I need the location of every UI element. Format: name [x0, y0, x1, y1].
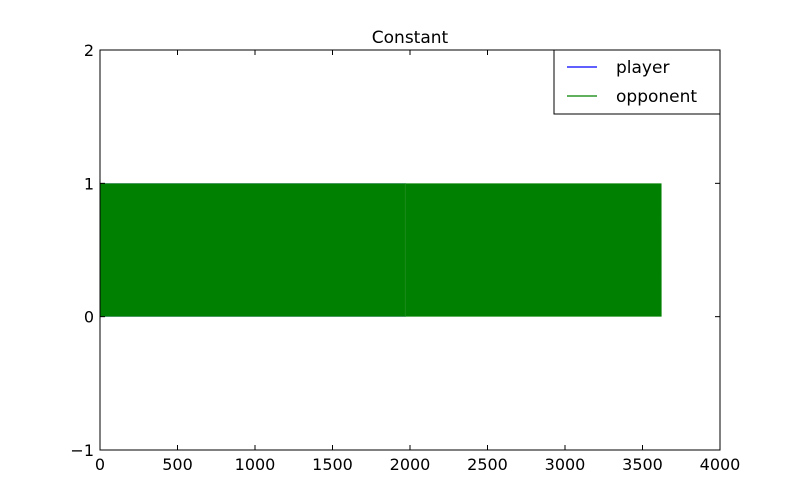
y-tick-label: 0 [84, 308, 94, 327]
series-line-opponent [99, 183, 662, 317]
x-tick-label: 500 [162, 455, 193, 474]
y-tick-label: 1 [84, 174, 94, 193]
y-tick-label: −1 [70, 441, 94, 460]
x-tick-label: 3000 [545, 455, 586, 474]
x-tick-label: 4000 [700, 455, 741, 474]
x-tick-label: 3500 [622, 455, 663, 474]
x-tick-label: 1500 [312, 455, 353, 474]
y-tick-label: 2 [84, 41, 94, 60]
legend-box [553, 49, 721, 115]
legend-label-opponent: opponent [616, 87, 697, 107]
x-tick-label: 2500 [467, 455, 508, 474]
plot-area [99, 183, 662, 317]
x-tick-label: 1000 [235, 455, 276, 474]
legend: player opponent [553, 49, 721, 115]
x-tick-label: 0 [95, 455, 105, 474]
chart-title: Constant [372, 28, 449, 48]
x-tick-label: 2000 [390, 455, 431, 474]
legend-label-player: player [616, 58, 669, 78]
